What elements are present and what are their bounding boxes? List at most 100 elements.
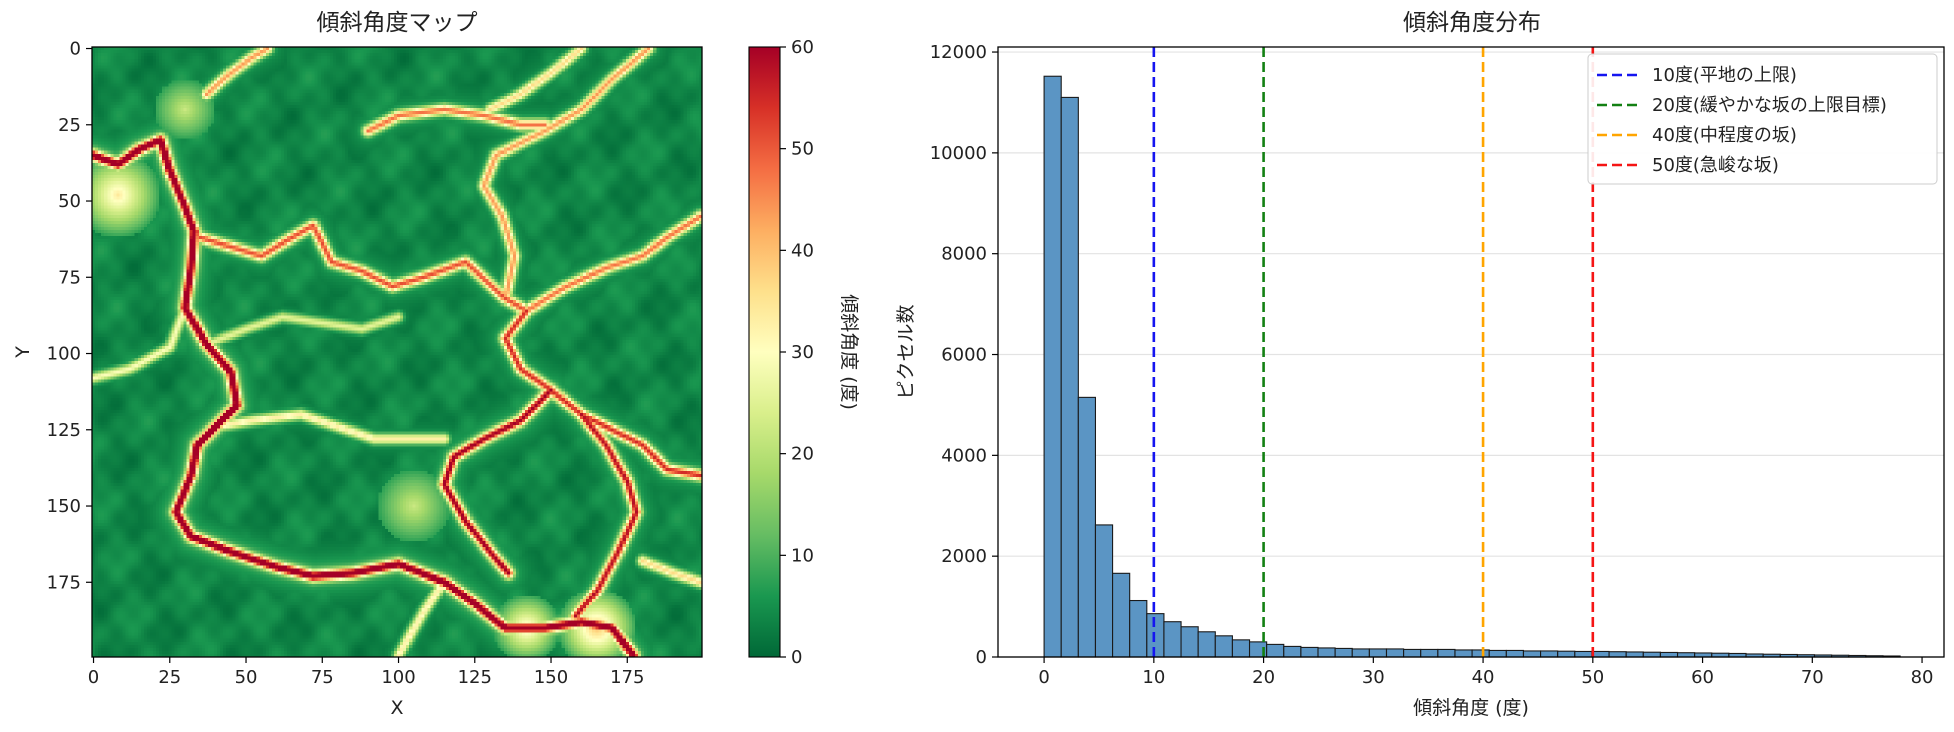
colorbar-tick-label: 60 xyxy=(791,37,814,58)
map-x-tick-label: 25 xyxy=(158,667,181,688)
histogram-bar xyxy=(1625,651,1644,658)
hist-y-tick-label: 10000 xyxy=(930,143,987,164)
map-x-axis: 0 25 50 75 100 125 150 175 xyxy=(88,657,644,688)
histogram-bar xyxy=(1060,96,1079,658)
map-y-tick-label: 150 xyxy=(47,496,81,517)
map-y-label: Y xyxy=(12,346,34,359)
histogram-bar xyxy=(1522,650,1542,658)
histogram-bar xyxy=(1266,643,1285,658)
histogram-bar xyxy=(1642,651,1661,658)
hist-x-tick-label: 60 xyxy=(1691,667,1714,688)
histogram-bar xyxy=(1317,647,1336,658)
hist-x-tick-label: 80 xyxy=(1911,667,1934,688)
hist-y-tick-label: 12000 xyxy=(930,42,987,63)
map-x-tick-label: 75 xyxy=(311,667,334,688)
hist-y-tick-label: 2000 xyxy=(941,546,987,567)
colorbar-tick-label: 20 xyxy=(791,444,814,465)
histogram-bar xyxy=(1420,648,1439,658)
histogram-bar xyxy=(1368,648,1388,658)
histogram-y-axis: 0 2000 4000 6000 8000 10000 12000 xyxy=(930,42,998,668)
legend-label: 40度(中程度の坂) xyxy=(1652,125,1797,146)
colorbar-tick-label: 0 xyxy=(791,647,802,668)
histogram-bar xyxy=(1540,650,1559,658)
reference-lines xyxy=(1152,47,1595,657)
legend-label: 10度(平地の上限) xyxy=(1652,65,1797,86)
map-frame xyxy=(91,46,703,658)
colorbar-tick-label: 40 xyxy=(791,240,814,261)
histogram-bar xyxy=(1214,635,1233,658)
histogram-bar xyxy=(1659,651,1679,658)
colorbar: 0 10 20 30 40 50 60 傾斜角度 (度) xyxy=(748,37,860,668)
hist-x-tick-label: 0 xyxy=(1038,667,1049,688)
hist-x-tick-label: 20 xyxy=(1252,667,1275,688)
colorbar-label: 傾斜角度 (度) xyxy=(838,294,860,410)
histogram-bar xyxy=(1146,613,1165,658)
legend-label: 50度(急峻な坂) xyxy=(1652,155,1779,176)
map-x-tick-label: 0 xyxy=(88,667,99,688)
histogram-bar xyxy=(1300,646,1319,658)
legend-box xyxy=(1587,53,1938,185)
histogram-bar xyxy=(1385,648,1405,658)
hist-x-tick-label: 30 xyxy=(1362,667,1385,688)
map-y-tick-label: 0 xyxy=(70,39,81,60)
histogram-bar xyxy=(1231,639,1251,658)
colorbar-tick-label: 10 xyxy=(791,545,814,566)
histogram-bar xyxy=(1180,626,1199,658)
hist-x-tick-label: 70 xyxy=(1801,667,1824,688)
colorbar-ticks: 0 10 20 30 40 50 60 xyxy=(780,37,814,668)
histogram-bar xyxy=(1557,650,1576,658)
colorbar-tick-label: 30 xyxy=(791,342,814,363)
hist-y-tick-label: 6000 xyxy=(941,345,987,366)
histogram-bar xyxy=(1574,650,1593,658)
map-y-tick-label: 75 xyxy=(58,267,81,288)
map-x-tick-label: 100 xyxy=(381,667,415,688)
slope-map-panel: 傾斜角度マップ 0 25 50 75 100 125 150 175 0 25 50 75 100 12… xyxy=(12,10,703,719)
slope-heatmap xyxy=(92,47,702,657)
histogram-bar xyxy=(1505,649,1525,658)
histogram-bar xyxy=(1608,651,1627,658)
histogram-bar xyxy=(1334,647,1353,658)
map-y-tick-label: 50 xyxy=(58,191,81,212)
histogram-bar xyxy=(1129,599,1148,658)
map-x-tick-label: 50 xyxy=(235,667,258,688)
histogram-bars xyxy=(1043,75,1901,658)
map-x-tick-label: 175 xyxy=(610,667,644,688)
map-y-axis: 0 25 50 75 100 125 150 175 xyxy=(47,39,92,593)
histogram-x-axis: 0 10 20 30 40 50 60 70 80 xyxy=(1038,657,1934,688)
histogram-bar xyxy=(1403,648,1422,658)
histogram-title: 傾斜角度分布 xyxy=(1403,10,1541,36)
histogram-bar xyxy=(1094,524,1114,658)
map-y-tick-label: 100 xyxy=(47,344,81,365)
colorbar-tick-label: 50 xyxy=(791,139,814,160)
histogram-panel: 傾斜角度分布 0 10 20 30 40 50 60 70 80 0 2000 4000 6000 80… xyxy=(895,10,1945,719)
map-x-tick-label: 150 xyxy=(534,667,568,688)
hist-x-tick-label: 40 xyxy=(1472,667,1495,688)
histogram-bar xyxy=(1471,649,1490,658)
histogram-bar xyxy=(1437,648,1456,658)
map-image-holder xyxy=(92,47,702,657)
histogram-bar xyxy=(1077,396,1097,658)
map-y-tick-label: 175 xyxy=(47,572,81,593)
histogram-bar xyxy=(1591,650,1610,658)
histogram-bar xyxy=(1197,631,1216,658)
histogram-bar xyxy=(1454,649,1473,658)
hist-x-tick-label: 10 xyxy=(1142,667,1165,688)
hist-y-tick-label: 8000 xyxy=(941,244,987,265)
histogram-bar xyxy=(1043,75,1062,658)
map-title: 傾斜角度マップ xyxy=(317,10,478,36)
colorbar-gradient xyxy=(748,46,781,658)
histogram-bar xyxy=(1488,649,1507,658)
hist-x-tick-label: 50 xyxy=(1581,667,1604,688)
histogram-bar xyxy=(1351,648,1370,658)
hist-y-tick-label: 0 xyxy=(976,647,987,668)
histogram-bar xyxy=(1283,645,1302,658)
map-y-tick-label: 25 xyxy=(58,115,81,136)
map-x-tick-label: 125 xyxy=(458,667,492,688)
histogram-x-label: 傾斜角度 (度) xyxy=(1413,697,1529,719)
map-x-label: X xyxy=(390,697,403,719)
map-y-tick-label: 125 xyxy=(47,420,81,441)
histogram-frame xyxy=(997,46,1945,658)
hist-y-tick-label: 4000 xyxy=(941,445,987,466)
histogram-bar xyxy=(1112,572,1131,658)
